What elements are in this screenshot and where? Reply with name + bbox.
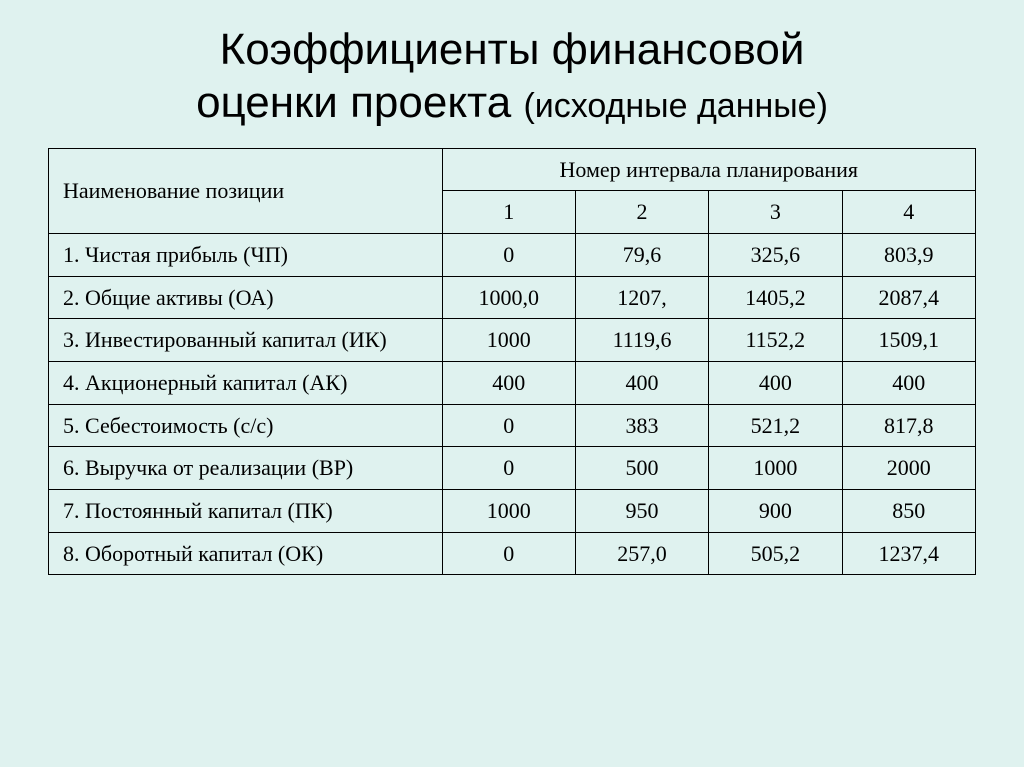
col-header: 4 bbox=[842, 191, 975, 234]
row-val: 1237,4 bbox=[842, 532, 975, 575]
slide-title: Коэффициенты финансовой оценки проекта (… bbox=[48, 24, 976, 130]
row-val: 950 bbox=[575, 490, 708, 533]
row-val: 521,2 bbox=[709, 404, 842, 447]
row-val: 79,6 bbox=[575, 233, 708, 276]
row-val: 817,8 bbox=[842, 404, 975, 447]
row-val: 400 bbox=[709, 362, 842, 405]
row-val: 383 bbox=[575, 404, 708, 447]
row-val: 325,6 bbox=[709, 233, 842, 276]
table-row: 7. Постоянный капитал (ПК) 1000 950 900 … bbox=[49, 490, 976, 533]
title-line-2: оценки проекта bbox=[196, 78, 511, 127]
table-header-row-1: Наименование позиции Номер интервала пла… bbox=[49, 148, 976, 191]
row-val: 0 bbox=[442, 532, 575, 575]
table-row: 3. Инвестированный капитал (ИК) 1000 111… bbox=[49, 319, 976, 362]
header-interval: Номер интервала планирования bbox=[442, 148, 975, 191]
row-val: 850 bbox=[842, 490, 975, 533]
table-row: 6. Выручка от реализации (ВР) 0 500 1000… bbox=[49, 447, 976, 490]
col-header: 3 bbox=[709, 191, 842, 234]
row-val: 505,2 bbox=[709, 532, 842, 575]
table-row: 5. Себестоимость (с/с) 0 383 521,2 817,8 bbox=[49, 404, 976, 447]
row-val: 1000 bbox=[442, 319, 575, 362]
table-row: 4. Акционерный капитал (АК) 400 400 400 … bbox=[49, 362, 976, 405]
row-val: 1000 bbox=[442, 490, 575, 533]
table-row: 1. Чистая прибыль (ЧП) 0 79,6 325,6 803,… bbox=[49, 233, 976, 276]
row-val: 0 bbox=[442, 233, 575, 276]
row-val: 2000 bbox=[842, 447, 975, 490]
row-val: 0 bbox=[442, 404, 575, 447]
row-name: 3. Инвестированный капитал (ИК) bbox=[49, 319, 443, 362]
row-val: 1000 bbox=[709, 447, 842, 490]
row-val: 1119,6 bbox=[575, 319, 708, 362]
row-val: 0 bbox=[442, 447, 575, 490]
row-val: 500 bbox=[575, 447, 708, 490]
row-val: 1405,2 bbox=[709, 276, 842, 319]
row-val: 1152,2 bbox=[709, 319, 842, 362]
row-val: 400 bbox=[442, 362, 575, 405]
row-val: 257,0 bbox=[575, 532, 708, 575]
title-line-1: Коэффициенты финансовой bbox=[220, 25, 805, 74]
row-name: 6. Выручка от реализации (ВР) bbox=[49, 447, 443, 490]
row-val: 1000,0 bbox=[442, 276, 575, 319]
table-row: 2. Общие активы (ОА) 1000,0 1207, 1405,2… bbox=[49, 276, 976, 319]
table-row: 8. Оборотный капитал (ОК) 0 257,0 505,2 … bbox=[49, 532, 976, 575]
header-name: Наименование позиции bbox=[49, 148, 443, 233]
row-val: 1509,1 bbox=[842, 319, 975, 362]
row-val: 900 bbox=[709, 490, 842, 533]
row-name: 4. Акционерный капитал (АК) bbox=[49, 362, 443, 405]
data-table: Наименование позиции Номер интервала пла… bbox=[48, 148, 976, 576]
row-val: 400 bbox=[575, 362, 708, 405]
row-name: 2. Общие активы (ОА) bbox=[49, 276, 443, 319]
row-name: 1. Чистая прибыль (ЧП) bbox=[49, 233, 443, 276]
table-body: 1. Чистая прибыль (ЧП) 0 79,6 325,6 803,… bbox=[49, 233, 976, 575]
title-subtext: (исходные данные) bbox=[523, 87, 827, 125]
row-name: 5. Себестоимость (с/с) bbox=[49, 404, 443, 447]
col-header: 2 bbox=[575, 191, 708, 234]
row-name: 7. Постоянный капитал (ПК) bbox=[49, 490, 443, 533]
row-name: 8. Оборотный капитал (ОК) bbox=[49, 532, 443, 575]
col-header: 1 bbox=[442, 191, 575, 234]
row-val: 1207, bbox=[575, 276, 708, 319]
row-val: 2087,4 bbox=[842, 276, 975, 319]
row-val: 803,9 bbox=[842, 233, 975, 276]
row-val: 400 bbox=[842, 362, 975, 405]
slide-container: Коэффициенты финансовой оценки проекта (… bbox=[0, 0, 1024, 575]
